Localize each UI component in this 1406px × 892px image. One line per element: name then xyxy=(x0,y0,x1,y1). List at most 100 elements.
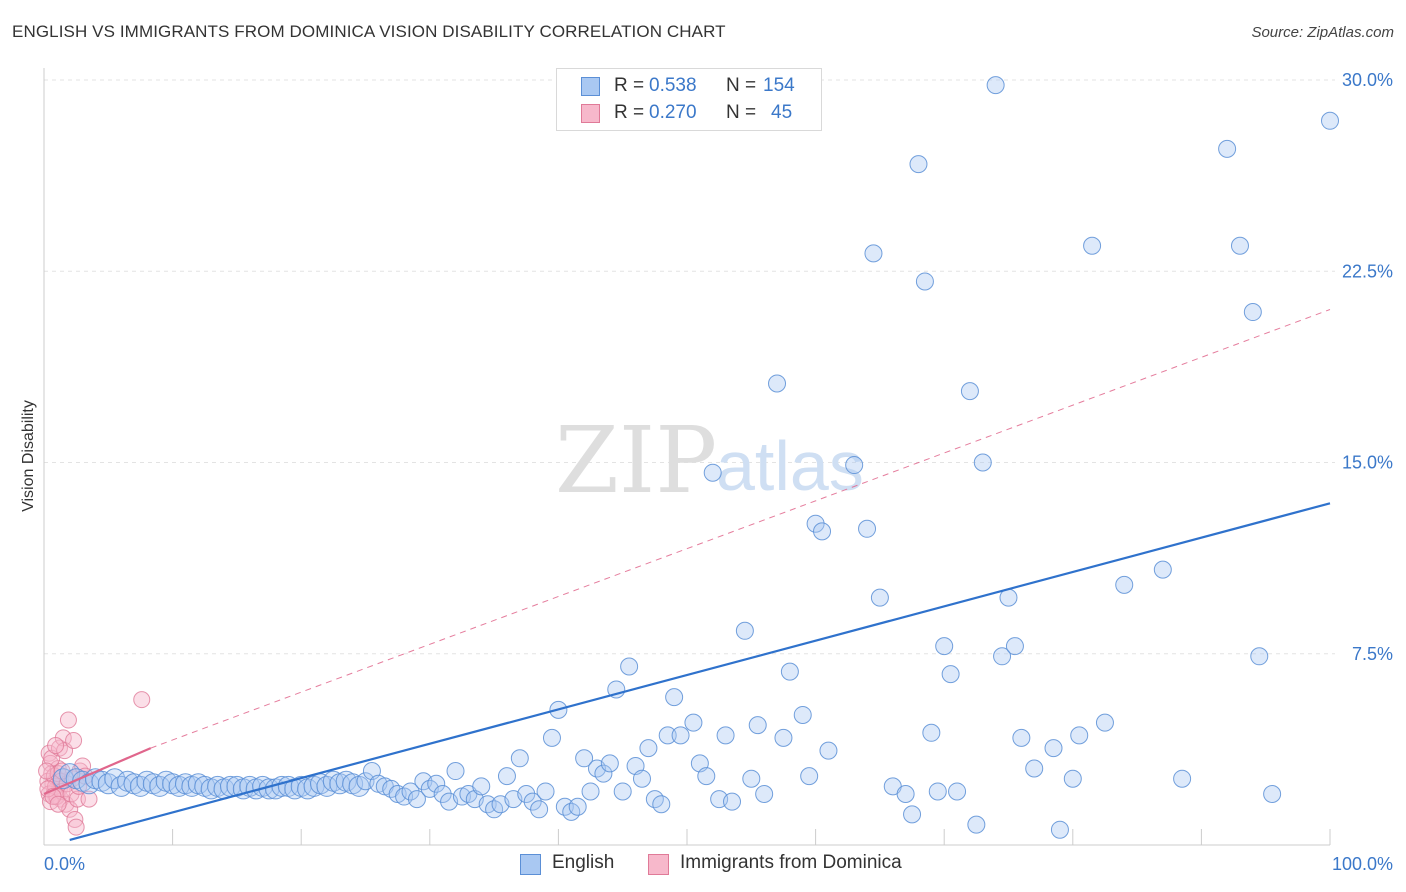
english-point xyxy=(1063,769,1082,788)
english-point xyxy=(903,805,922,824)
watermark-atlas: atlas xyxy=(716,427,864,505)
english-point xyxy=(1025,759,1044,778)
english-points xyxy=(52,76,1339,839)
english-point xyxy=(530,800,549,819)
dominica-trend-line xyxy=(43,747,152,796)
english-point xyxy=(510,749,529,768)
dominica-points xyxy=(38,691,151,836)
english-point xyxy=(665,688,684,707)
watermark: ZIP atlas xyxy=(555,407,864,514)
english-point xyxy=(594,764,613,783)
english-point xyxy=(401,782,420,801)
english-point xyxy=(658,726,677,745)
y-tick-label: 15.0% xyxy=(1342,453,1393,473)
english-point xyxy=(800,767,819,786)
english-point xyxy=(716,726,735,745)
dominica-point xyxy=(59,711,77,729)
english-point xyxy=(703,463,722,482)
english-point xyxy=(806,514,825,533)
y-tick-label: 30.0% xyxy=(1342,70,1393,90)
english-point xyxy=(536,782,555,801)
english-point xyxy=(813,522,832,541)
english-point xyxy=(993,647,1012,666)
english-point xyxy=(684,713,703,732)
english-point xyxy=(1095,713,1114,732)
dominica-point xyxy=(49,795,67,813)
dominica-point xyxy=(133,691,151,709)
english-point xyxy=(967,815,986,834)
english-point xyxy=(652,795,671,814)
english-point xyxy=(620,657,639,676)
english-r-value: 0.538 xyxy=(649,75,697,96)
dominica-point xyxy=(68,790,86,808)
english-point xyxy=(735,621,754,640)
dominica-legend-label: Immigrants from Dominica xyxy=(680,852,902,873)
watermark-zip: ZIP xyxy=(555,407,717,514)
english-point xyxy=(697,767,716,786)
english-n-label: N = xyxy=(726,75,757,96)
english-point xyxy=(780,662,799,681)
english-point xyxy=(1070,726,1089,745)
english-point xyxy=(1005,637,1024,656)
dominica-point xyxy=(67,818,85,836)
trend-lines xyxy=(43,309,1331,841)
english-r-label: R = xyxy=(614,75,645,96)
dominica-trend-extension xyxy=(150,309,1331,749)
english-point xyxy=(517,785,536,803)
dominica-swatch xyxy=(581,104,600,123)
english-point xyxy=(1115,575,1134,594)
english-point xyxy=(671,726,690,745)
english-point xyxy=(1230,236,1249,255)
dominica-r-value: 0.270 xyxy=(649,102,697,123)
english-legend-swatch xyxy=(520,854,541,875)
english-point xyxy=(1218,139,1237,158)
english-point xyxy=(723,792,742,811)
english-point xyxy=(768,374,787,393)
english-n-value: 154 xyxy=(763,75,795,96)
english-point xyxy=(1173,769,1192,788)
english-point xyxy=(613,782,632,801)
tick-labels: 7.5% 15.0% 22.5% 30.0% 0.0% 100.0% xyxy=(44,70,1393,874)
english-point xyxy=(819,741,838,760)
english-point xyxy=(568,797,587,816)
english-point xyxy=(774,728,793,747)
english-point xyxy=(1044,739,1063,758)
english-point xyxy=(864,244,883,263)
english-point xyxy=(1243,303,1262,322)
english-point xyxy=(793,705,812,724)
english-point xyxy=(986,76,1005,95)
grid xyxy=(44,79,1335,655)
dominica-point xyxy=(65,731,83,749)
x-tick-label: 100.0% xyxy=(1332,854,1393,874)
english-point xyxy=(1050,820,1069,839)
y-tick-label: 22.5% xyxy=(1342,261,1393,281)
dominica-point xyxy=(38,762,56,780)
correlation-legend: R = 0.538 N = 154 R = 0.270 N = 45 xyxy=(556,68,822,131)
english-point xyxy=(1263,785,1282,803)
english-point xyxy=(909,155,928,174)
english-point xyxy=(446,762,465,781)
dominica-point xyxy=(80,790,98,808)
y-tick-label: 7.5% xyxy=(1352,644,1393,664)
english-point xyxy=(922,723,941,742)
english-point xyxy=(1012,728,1031,747)
english-point xyxy=(870,588,889,607)
english-point xyxy=(1153,560,1172,579)
dominica-n-label: N = xyxy=(726,102,757,123)
x-tick-label: 0.0% xyxy=(44,854,85,874)
english-trend-line xyxy=(69,502,1331,841)
english-point xyxy=(581,782,600,801)
english-point xyxy=(639,739,658,758)
dominica-n-value: 45 xyxy=(771,102,793,123)
english-point xyxy=(755,785,774,803)
english-point xyxy=(845,456,864,475)
english-point xyxy=(941,665,960,684)
english-point xyxy=(1083,236,1102,255)
english-point xyxy=(915,272,934,291)
english-point xyxy=(1321,111,1339,130)
english-point xyxy=(427,774,446,793)
english-point xyxy=(948,782,967,801)
chart-title: ENGLISH VS IMMIGRANTS FROM DOMINICA VISI… xyxy=(12,22,726,41)
english-point xyxy=(542,728,561,747)
